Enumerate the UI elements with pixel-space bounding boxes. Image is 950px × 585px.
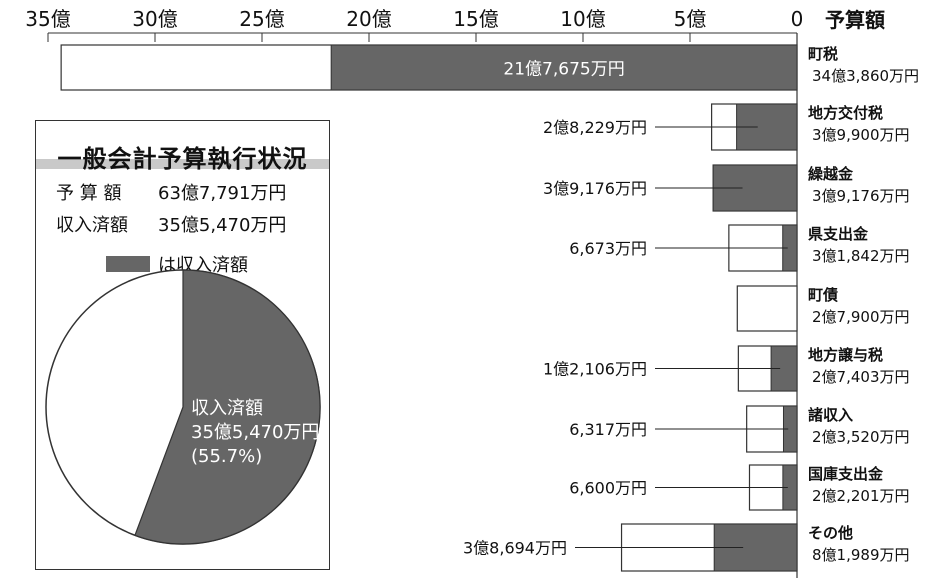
title-underline — [36, 159, 329, 169]
category-budget-label: 2億2,201万円 — [812, 487, 910, 505]
budget-total-value: 63億7,791万円 — [158, 183, 287, 204]
collected-value-label: 3億9,176万円 — [543, 179, 647, 198]
collected-value-label: 3億8,694万円 — [463, 539, 567, 558]
category-name: 県支出金 — [808, 225, 869, 243]
collected-value-label: 6,317万円 — [569, 420, 647, 439]
category-budget-label: 34億3,860万円 — [812, 67, 919, 85]
category-name: 諸収入 — [808, 406, 853, 424]
x-tick-label: 10億 — [560, 7, 605, 31]
category-name: 地方譲与税 — [808, 346, 883, 364]
collected-value-label: 1億2,106万円 — [543, 360, 647, 379]
x-tick-label: 30億 — [132, 7, 177, 31]
category-budget-label: 3億9,176万円 — [812, 187, 910, 205]
pie-label: (55.7%) — [191, 446, 262, 467]
category-name: 町税 — [808, 45, 838, 63]
category-name: 繰越金 — [808, 165, 854, 183]
category-name: 国庫支出金 — [808, 465, 884, 483]
budget-bar — [736, 285, 798, 332]
category-budget-label: 3億1,842万円 — [812, 247, 910, 265]
budget-total-label: 予 算 額 — [56, 183, 122, 204]
collected-bar — [330, 44, 798, 91]
collected-total-value: 35億5,470万円 — [158, 215, 287, 236]
collected-total-label: 収入済額 — [56, 215, 128, 236]
budget-total-row: 予 算 額 63億7,791万円 — [56, 179, 286, 205]
pie-label: 35億5,470万円 — [191, 422, 319, 443]
category-budget-label: 2億3,520万円 — [812, 428, 910, 446]
collected-value-label: 2億8,229万円 — [543, 118, 647, 137]
collected-total-row: 収入済額 35億5,470万円 — [56, 211, 286, 237]
x-tick-label: 35億 — [25, 7, 70, 31]
category-budget-label: 8億1,989万円 — [812, 546, 910, 564]
x-tick-label: 0 — [791, 7, 804, 31]
pie-collected-slice — [134, 269, 321, 545]
category-header: 予算額 — [825, 8, 885, 32]
collected-value-label: 6,600万円 — [569, 479, 647, 498]
x-tick-label: 25億 — [239, 7, 284, 31]
category-budget-label: 2億7,900万円 — [812, 308, 910, 326]
category-budget-label: 2億7,403万円 — [812, 368, 910, 386]
summary-panel: 一般会計予算執行状況 予 算 額 63億7,791万円 収入済額 35億5,47… — [35, 120, 330, 570]
x-tick-label: 20億 — [346, 7, 391, 31]
category-name: その他 — [808, 524, 853, 542]
category-name: 地方交付税 — [808, 104, 883, 122]
x-tick-label: 15億 — [453, 7, 498, 31]
collected-value-label: 21億7,675万円 — [503, 60, 624, 80]
pie-chart: 収入済額 35億5,470万円 (55.7%) — [45, 269, 321, 545]
category-budget-label: 3億9,900万円 — [812, 126, 910, 144]
collected-value-label: 6,673万円 — [569, 239, 647, 258]
summary-title: 一般会計予算執行状況 — [57, 145, 308, 173]
category-name: 町債 — [808, 286, 838, 304]
x-tick-label: 5億 — [674, 7, 707, 31]
pie-label: 収入済額 — [191, 398, 263, 419]
legend-swatch — [106, 256, 150, 272]
